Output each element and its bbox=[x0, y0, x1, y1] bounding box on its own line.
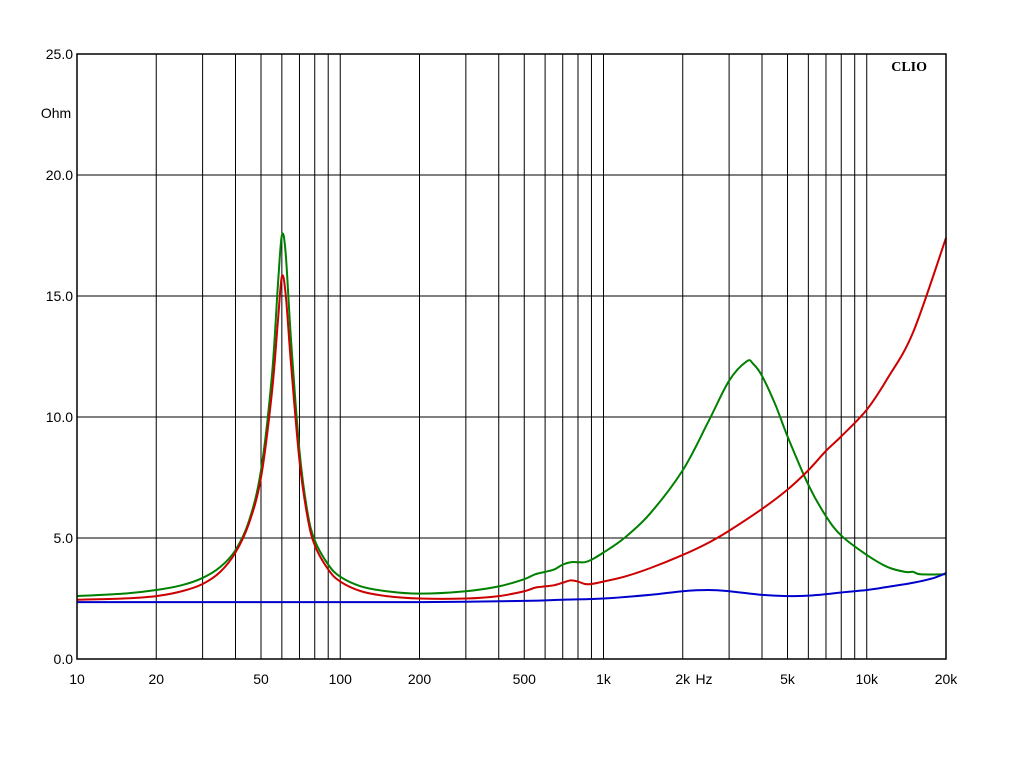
y-tick-label: 10.0 bbox=[46, 409, 73, 425]
series-line-1 bbox=[76, 232, 947, 598]
y-tick-labels: 0.0 5.0 10.0 15.0 20.0 25.0 bbox=[46, 46, 73, 667]
series-line-2 bbox=[76, 237, 947, 601]
x-tick-label: 1k bbox=[596, 671, 612, 687]
x-tick-label: 50 bbox=[253, 671, 269, 687]
x-tick-labels: 10 20 50 100 200 500 1k 2k 5k 10k 20k bbox=[69, 671, 958, 687]
x-tick-label: 5k bbox=[780, 671, 796, 687]
clio-brand: CLIO bbox=[891, 60, 927, 75]
x-tick-label: 10k bbox=[855, 671, 879, 687]
x-tick-label: 20 bbox=[148, 671, 164, 687]
series-layer bbox=[76, 232, 947, 604]
x-tick-label: 20k bbox=[935, 671, 959, 687]
x-tick-label: 100 bbox=[329, 671, 353, 687]
y-tick-label: 15.0 bbox=[46, 288, 73, 304]
series-line-3 bbox=[77, 572, 947, 604]
vertical-grid-lines bbox=[155, 54, 868, 659]
y-tick-label: 20.0 bbox=[46, 167, 73, 183]
y-tick-label: 25.0 bbox=[46, 46, 73, 62]
y-tick-label: 5.0 bbox=[54, 530, 74, 546]
y-tick-label: 0.0 bbox=[54, 651, 74, 667]
x-tick-label: 10 bbox=[69, 671, 85, 687]
x-tick-label: 2k bbox=[675, 671, 691, 687]
x-tick-label: 500 bbox=[513, 671, 537, 687]
y-axis-label: Ohm bbox=[41, 105, 71, 121]
x-tick-label: 200 bbox=[408, 671, 432, 687]
horizontal-grid-lines bbox=[77, 174, 946, 539]
plot-frame bbox=[76, 53, 947, 660]
x-axis-label: Hz bbox=[695, 671, 712, 687]
